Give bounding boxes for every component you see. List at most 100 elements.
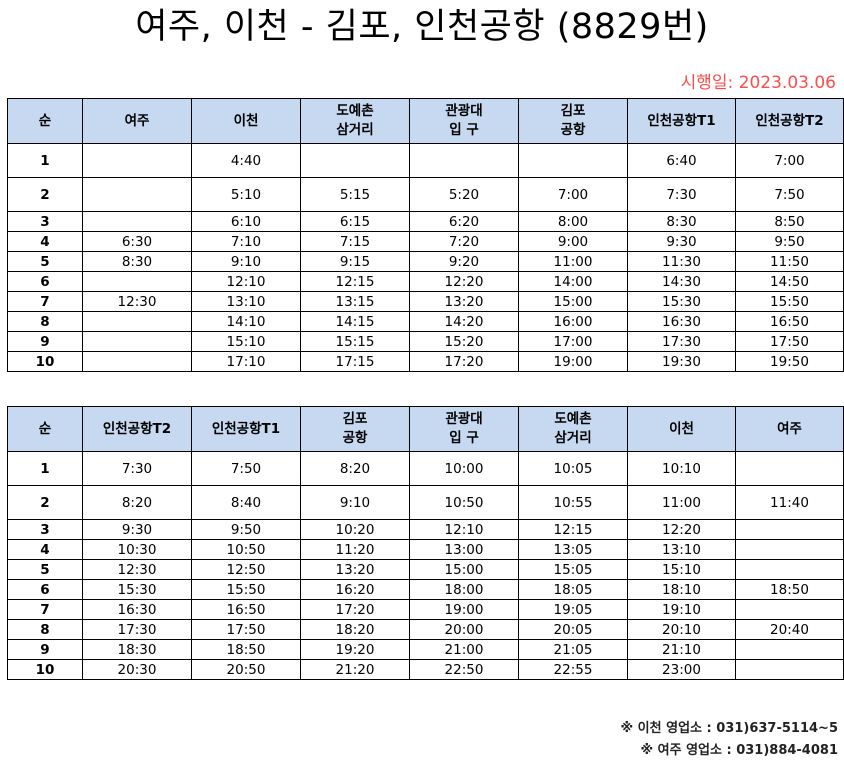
column-header: 인천공항T1 [627,98,736,144]
time-cell: 13:10 [191,291,301,312]
time-cell: 16:50 [735,311,844,332]
table-row: 3 9:30 9:50 10:20 12:10 12:15 12:20 [7,519,844,540]
time-cell: 7:50 [191,451,301,486]
time-cell: 8:50 [735,211,844,232]
header-row: 순 여주 이천 도예촌 삼거리 관광대 입 구 김포 공항 인천공항T1 인천공항T2 [7,98,844,144]
column-header-line: 인천공항T2 [755,112,824,129]
outbound-timetable: 순 여주 이천 도예촌 삼거리 관광대 입 구 김포 공항 인천공항T1 인천공항T2 1 4:40 6:… [7,98,844,372]
time-cell: 20:00 [409,619,519,640]
time-cell: 12:10 [409,519,519,540]
table-row: 8 17:30 17:50 18:20 20:00 20:05 20:10 20:40 [7,619,844,640]
time-cell: 6:20 [409,211,519,232]
time-cell: 8:30 [82,251,192,272]
time-cell: 9:10 [300,485,410,520]
time-cell: 19:05 [518,599,628,620]
time-cell: 14:15 [300,311,410,332]
time-cell: 17:20 [409,351,519,372]
table-row: 9 15:10 15:15 15:20 17:00 17:30 17:50 [7,331,844,352]
time-cell: 19:50 [735,351,844,372]
time-cell: 12:10 [191,271,301,292]
time-cell: 9:15 [300,251,410,272]
time-cell: 4:40 [191,143,301,178]
time-cell: 5:10 [191,177,301,212]
time-cell: 9:20 [409,251,519,272]
time-cell: 15:00 [409,559,519,580]
column-header: 순 [7,98,83,144]
time-cell: 7:15 [300,231,410,252]
time-cell: 8:00 [518,211,628,232]
time-cell: 15:30 [82,579,192,600]
time-cell: 7:50 [735,177,844,212]
time-cell: 19:20 [300,639,410,660]
column-header-line: 공항 [342,430,368,446]
time-cell: 12:15 [518,519,628,540]
time-cell: 17:15 [300,351,410,372]
row-number: 5 [7,559,83,580]
time-cell: 9:50 [735,231,844,252]
time-cell: 14:50 [735,271,844,292]
row-number: 5 [7,251,83,272]
row-number: 8 [7,619,83,640]
time-cell: 14:00 [518,271,628,292]
row-number: 1 [7,451,83,486]
time-cell: 17:50 [735,331,844,352]
column-header: 여주 [735,406,844,452]
time-cell: 8:30 [627,211,736,232]
row-number: 4 [7,231,83,252]
column-header-line: 입 구 [449,122,479,138]
row-number: 8 [7,311,83,332]
time-cell: 10:50 [409,485,519,520]
time-cell: 19:00 [409,599,519,620]
time-cell [735,599,844,620]
column-header: 인천공항T2 [735,98,844,144]
time-cell [735,559,844,580]
column-header-line: 도예촌 [554,411,592,427]
column-header-line: 삼거리 [554,430,592,446]
time-cell: 8:20 [300,451,410,486]
time-cell: 13:15 [300,291,410,312]
time-cell [735,519,844,540]
time-cell: 16:50 [191,599,301,620]
time-cell: 9:10 [191,251,301,272]
time-cell: 7:00 [735,143,844,178]
time-cell: 20:10 [627,619,736,640]
time-cell: 9:50 [191,519,301,540]
time-cell: 21:10 [627,639,736,660]
time-cell [518,143,628,178]
time-cell: 17:30 [82,619,192,640]
time-cell: 12:30 [82,291,192,312]
column-header: 인천공항T1 [191,406,301,452]
time-cell: 10:20 [300,519,410,540]
column-header-line: 순 [38,112,52,129]
column-header-line: 인천공항T2 [102,420,172,437]
table-row: 1 7:30 7:50 8:20 10:00 10:05 10:10 [7,451,844,486]
time-cell: 7:20 [409,231,519,252]
time-cell: 17:50 [191,619,301,640]
table-row: 5 12:30 12:50 13:20 15:00 15:05 15:10 [7,559,844,580]
time-cell: 16:20 [300,579,410,600]
time-cell: 5:15 [300,177,410,212]
time-cell: 6:15 [300,211,410,232]
time-cell: 12:15 [300,271,410,292]
table-row: 4 10:30 10:50 11:20 13:00 13:05 13:10 [7,539,844,560]
time-cell: 16:00 [518,311,628,332]
time-cell: 18:50 [191,639,301,660]
table-row: 4 6:30 7:10 7:15 7:20 9:00 9:30 9:50 [7,231,844,252]
time-cell: 21:05 [518,639,628,660]
time-cell: 10:05 [518,451,628,486]
time-cell: 10:55 [518,485,628,520]
time-cell: 14:10 [191,311,301,332]
inbound-timetable: 순 인천공항T2 인천공항T1 김포 공항 관광대 입 구 도예촌 삼거리 이천 여주 1 7:30 7:… [7,406,844,680]
time-cell: 8:40 [191,485,301,520]
column-header-line: 김포 [560,103,586,119]
row-number: 6 [7,271,83,292]
row-number: 3 [7,519,83,540]
time-cell [82,331,192,352]
time-cell: 21:00 [409,639,519,660]
time-cell: 17:10 [191,351,301,372]
time-cell: 17:20 [300,599,410,620]
table-row: 9 18:30 18:50 19:20 21:00 21:05 21:10 [7,639,844,660]
column-header-line: 공항 [560,122,586,138]
column-header: 여주 [82,98,192,144]
